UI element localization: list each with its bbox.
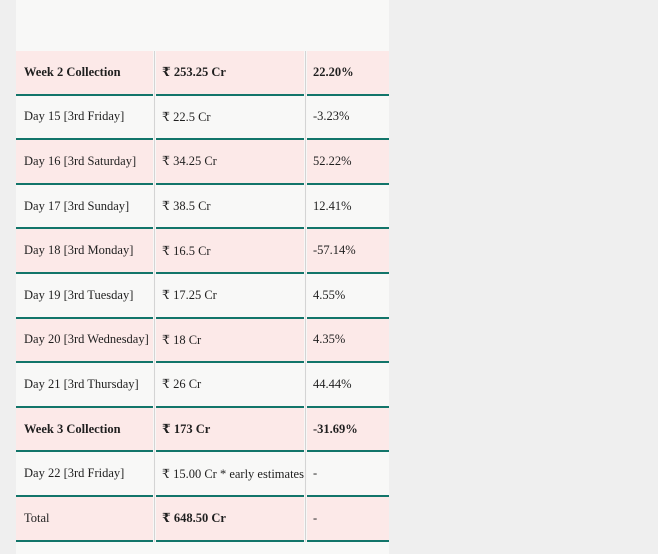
row-change-cell: 4.35% [307, 318, 389, 364]
column-separator [153, 95, 156, 141]
row-change-cell: - [307, 496, 389, 542]
partial-row-bottom [16, 541, 389, 554]
row-value-cell: ₹ 173 Cr [156, 407, 304, 453]
row-value-cell: ₹ 18 Cr [156, 318, 304, 364]
table-row-day19: Day 19 [3rd Tuesday] ₹ 17.25 Cr 4.55% [16, 273, 389, 319]
row-change-cell: -3.23% [307, 95, 389, 141]
column-separator [153, 229, 156, 274]
row-change-cell: 4.55% [307, 273, 389, 319]
column-separator [304, 140, 307, 185]
table-row-week2: Week 2 Collection ₹ 253.25 Cr 22.20% [16, 51, 389, 96]
row-change-cell: 44.44% [307, 363, 389, 408]
column-separator [304, 363, 307, 408]
row-value-cell: ₹ 16.5 Cr [156, 229, 304, 274]
column-separator [153, 51, 156, 96]
column-separator [153, 273, 156, 319]
table-row-day18: Day 18 [3rd Monday] ₹ 16.5 Cr -57.14% [16, 229, 389, 274]
row-label-cell: Day 20 [3rd Wednesday] [16, 318, 153, 364]
column-separator [153, 184, 156, 230]
row-value-cell: ₹ 253.25 Cr [156, 51, 304, 96]
row-label-cell: Day 22 [3rd Friday] [16, 452, 153, 497]
row-label-cell: Week 2 Collection [16, 51, 153, 96]
row-label-cell: Day 21 [3rd Thursday] [16, 363, 153, 408]
row-change-cell: -57.14% [307, 229, 389, 274]
row-value-cell: ₹ 17.25 Cr [156, 273, 304, 319]
row-change-cell: 22.20% [307, 51, 389, 96]
row-value-cell: ₹ 15.00 Cr * early estimates [156, 452, 304, 497]
table-row-week3: Week 3 Collection ₹ 173 Cr -31.69% [16, 407, 389, 453]
table-row-day17: Day 17 [3rd Sunday] ₹ 38.5 Cr 12.41% [16, 184, 389, 230]
row-value-cell: ₹ 22.5 Cr [156, 95, 304, 141]
row-label-cell: Day 18 [3rd Monday] [16, 229, 153, 274]
column-separator [304, 95, 307, 141]
table-row-day20: Day 20 [3rd Wednesday] ₹ 18 Cr 4.35% [16, 318, 389, 364]
collections-table: Week 2 Collection ₹ 253.25 Cr 22.20% Day… [16, 0, 389, 554]
table-row-total: Total ₹ 648.50 Cr - [16, 496, 389, 542]
table-row-day16: Day 16 [3rd Saturday] ₹ 34.25 Cr 52.22% [16, 140, 389, 185]
column-separator [153, 363, 156, 408]
column-separator [304, 452, 307, 497]
row-label-cell: Day 15 [3rd Friday] [16, 95, 153, 141]
column-separator [304, 51, 307, 96]
row-value-cell: ₹ 34.25 Cr [156, 140, 304, 185]
row-value-cell: ₹ 648.50 Cr [156, 496, 304, 542]
row-label-cell: Week 3 Collection [16, 407, 153, 453]
row-change-cell: 52.22% [307, 140, 389, 185]
column-separator [304, 273, 307, 319]
column-separator [153, 452, 156, 497]
column-separator [153, 318, 156, 364]
row-change-cell: 12.41% [307, 184, 389, 230]
column-separator [153, 407, 156, 453]
column-separator [153, 140, 156, 185]
row-label-cell: Day 17 [3rd Sunday] [16, 184, 153, 230]
row-value-cell: ₹ 26 Cr [156, 363, 304, 408]
column-separator [304, 229, 307, 274]
row-change-cell: -31.69% [307, 407, 389, 453]
column-separator [304, 184, 307, 230]
column-separator [304, 318, 307, 364]
row-value-cell: ₹ 38.5 Cr [156, 184, 304, 230]
column-separator [304, 407, 307, 453]
row-label-cell: Day 16 [3rd Saturday] [16, 140, 153, 185]
column-separator [304, 496, 307, 542]
table-row-day21: Day 21 [3rd Thursday] ₹ 26 Cr 44.44% [16, 363, 389, 408]
row-label-cell: Day 19 [3rd Tuesday] [16, 273, 153, 319]
column-separator [153, 496, 156, 542]
table-row-day15: Day 15 [3rd Friday] ₹ 22.5 Cr -3.23% [16, 95, 389, 141]
row-change-cell: - [307, 452, 389, 497]
row-label-cell: Total [16, 496, 153, 542]
partial-row-top [16, 0, 389, 51]
table-row-day22: Day 22 [3rd Friday] ₹ 15.00 Cr * early e… [16, 452, 389, 497]
